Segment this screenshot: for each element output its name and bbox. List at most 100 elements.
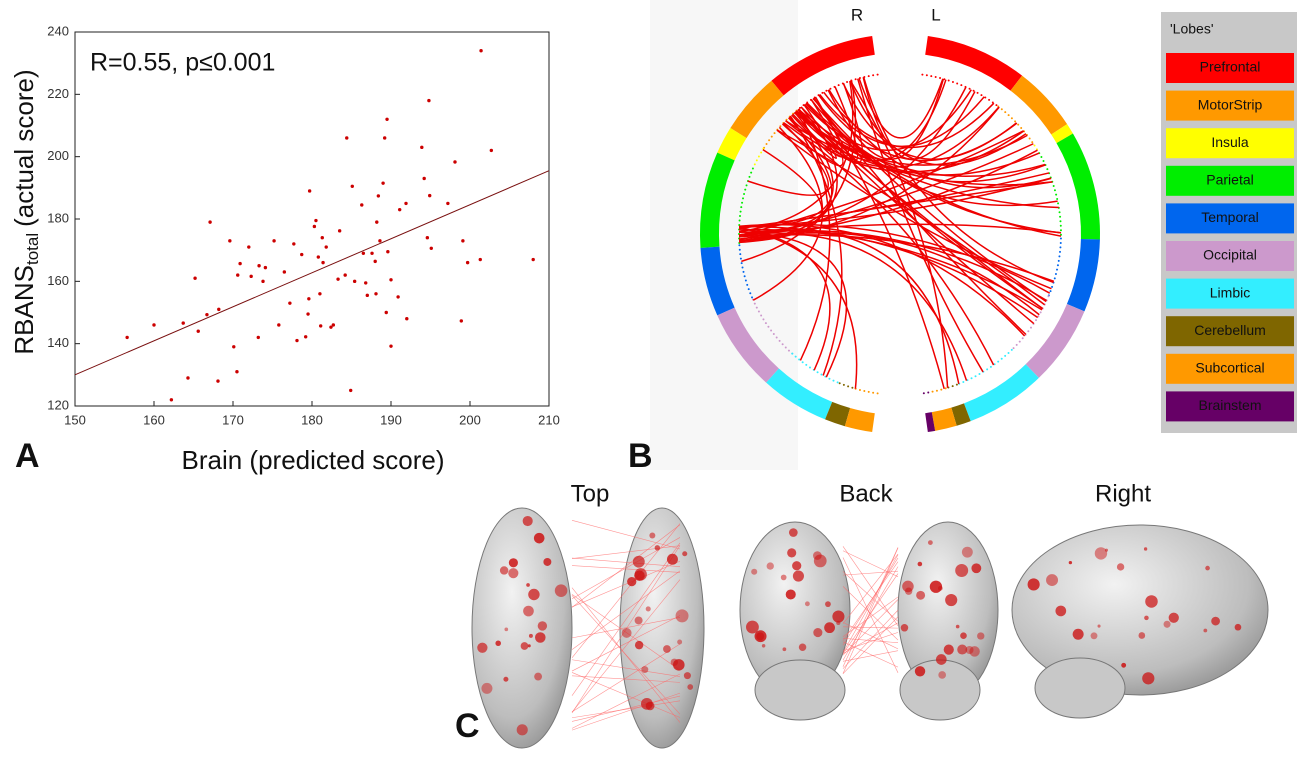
node-dot [988,98,991,101]
node-dot [854,78,857,81]
point [205,312,209,317]
y-tick-label: 240 [47,23,69,38]
point [295,338,299,343]
node [1097,624,1101,628]
y-tick-label: 200 [47,148,69,163]
panel-label: B [628,437,653,475]
point [263,265,268,270]
node-dot [1049,290,1052,293]
node [1144,615,1149,621]
x-tick-label: 150 [64,412,86,427]
connection [571,560,681,608]
node [961,546,973,558]
node-dot [962,381,965,384]
node [554,584,568,597]
node [955,564,969,577]
node-dot [1000,357,1003,360]
node-dot [1052,184,1055,187]
node-dot [993,363,996,366]
node-dot [742,197,745,200]
point [247,245,251,249]
node [537,621,548,631]
node-dot [956,82,959,85]
lobe-segment [1066,239,1100,312]
legend-label: Limbic [1210,284,1250,300]
node [477,642,488,653]
node [682,551,688,557]
link [812,97,1027,335]
node-dot [772,333,775,336]
node-dot [974,375,977,378]
node [522,515,533,527]
y-axis-label-main: RBANS [9,265,39,355]
connection [571,545,681,714]
link [818,94,1018,162]
point [312,224,317,229]
node [1027,578,1040,591]
view-label: Right [1095,480,1151,507]
node-dot [1039,311,1042,314]
node [1090,632,1098,640]
point [361,251,366,255]
node-dot [1029,326,1032,329]
connection [842,546,899,627]
node-dot [765,142,768,145]
hemisphere-label: R [851,5,863,24]
link [739,232,1040,316]
point [331,323,336,327]
node-dot [927,391,930,394]
node [824,622,835,634]
node [634,570,645,581]
point [381,181,385,185]
node [528,633,533,638]
node-dot [921,73,924,76]
node-dot [791,352,794,355]
link [783,122,995,366]
link [789,115,843,376]
node [533,532,545,544]
node-dot [951,80,954,83]
point [238,261,242,266]
node-dot [976,91,979,94]
node [792,570,804,582]
point [382,136,387,140]
node [813,627,823,638]
node [1104,548,1109,552]
connection [842,566,899,661]
node [780,574,787,581]
connection [842,616,899,674]
node [1163,620,1171,628]
point [320,236,324,240]
connection [842,609,899,669]
point [405,317,409,321]
node-dot [1059,224,1062,227]
legend-label: Prefrontal [1200,59,1261,75]
point [321,260,325,265]
point [306,312,310,316]
node [1094,547,1108,560]
node-dot [1059,237,1062,240]
node-dot [955,383,958,386]
node [645,606,651,612]
x-tick-label: 200 [459,412,481,427]
node [1121,662,1127,668]
node [825,601,831,608]
brain [1011,524,1269,696]
node [1168,612,1179,623]
connection [842,632,899,652]
node [535,632,546,643]
point [125,335,129,340]
panel-label: A [15,437,40,475]
point [425,236,430,240]
point [300,252,304,257]
node-dot [768,139,771,142]
node-dot [743,275,746,278]
link [739,172,1050,229]
x-axis-label: Brain (predicted score) [182,445,445,475]
point [272,239,276,243]
point [249,274,253,279]
point [375,220,379,224]
brain-renders [471,507,1269,749]
node-dot [838,382,841,385]
point [186,376,190,380]
